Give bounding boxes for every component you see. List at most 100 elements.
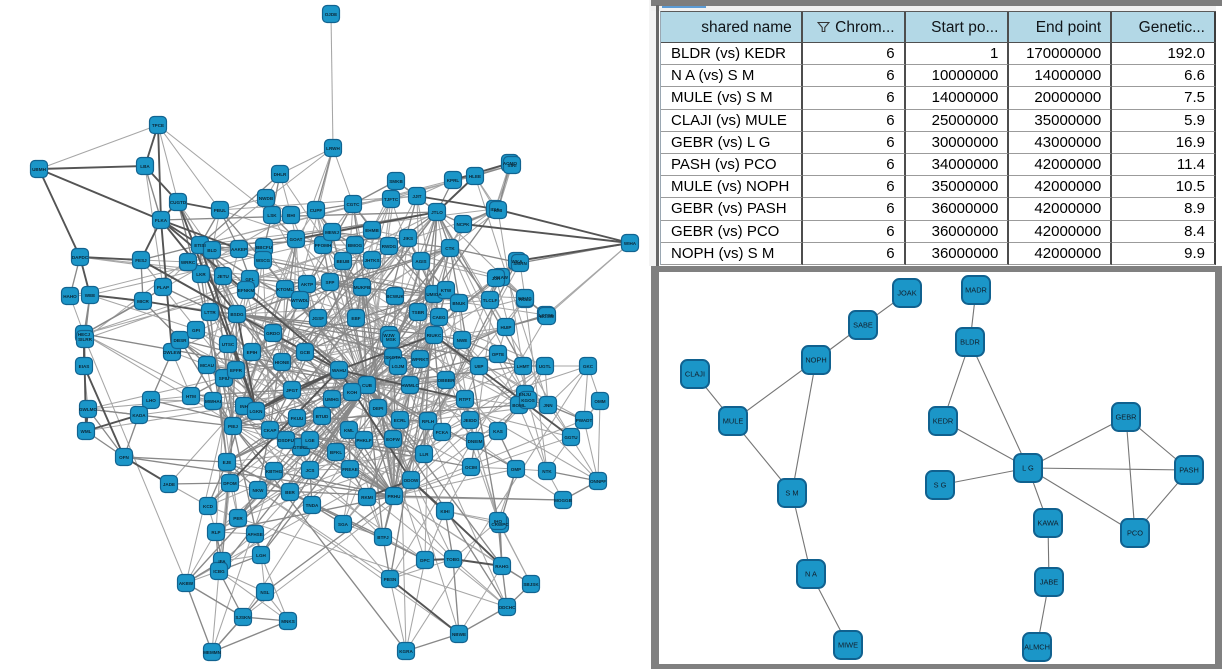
svg-text:BFKL: BFKL — [330, 450, 342, 455]
svg-text:BER: BER — [285, 490, 295, 495]
svg-text:FREAE: FREAE — [342, 467, 358, 472]
svg-text:SBJSK: SBJSK — [523, 582, 539, 587]
svg-text:LKR: LKR — [196, 272, 206, 277]
svg-text:PCO: PCO — [1127, 529, 1143, 538]
svg-text:OMM: OMM — [594, 399, 605, 404]
svg-text:KOH: KOH — [347, 390, 358, 395]
svg-text:MEMMN: MEMMN — [203, 650, 222, 655]
svg-text:HUIP: HUIP — [501, 325, 512, 330]
svg-text:CUGTD: CUGTD — [170, 200, 187, 205]
svg-text:UBMH: UBMH — [32, 167, 46, 172]
svg-text:PWADT: PWADT — [576, 418, 593, 423]
svg-text:KCD: KCD — [203, 504, 214, 509]
svg-text:LHO: LHO — [146, 398, 156, 403]
svg-text:SJSKN: SJSKN — [235, 615, 251, 620]
svg-text:EFNKM: EFNKM — [238, 288, 255, 293]
svg-text:RIUKC: RIUKC — [427, 333, 442, 338]
svg-text:LGE: LGE — [305, 438, 314, 443]
svg-text:OPTE: OPTE — [492, 352, 505, 357]
svg-text:PBSN: PBSN — [384, 577, 397, 582]
svg-text:WJW: WJW — [383, 333, 395, 338]
svg-text:INH: INH — [240, 404, 249, 409]
svg-text:EHMB: EHMB — [365, 228, 379, 233]
svg-text:WSCG: WSCG — [256, 258, 271, 263]
svg-text:DPC: DPC — [420, 558, 430, 563]
svg-text:JGSF: JGSF — [312, 316, 324, 321]
svg-text:SILRR: SILRR — [78, 337, 92, 342]
svg-text:LHMT: LHMT — [517, 364, 530, 369]
svg-text:DHLR: DHLR — [274, 172, 287, 177]
svg-text:RLP: RLP — [211, 530, 220, 535]
svg-text:RAHG: RAHG — [495, 564, 509, 569]
svg-text:BSDG: BSDG — [230, 312, 244, 317]
svg-text:KPRL: KPRL — [447, 178, 460, 183]
svg-text:OJDE: OJDE — [325, 12, 338, 17]
svg-text:OCIM: OCIM — [465, 465, 477, 470]
svg-text:WRRC: WRRC — [181, 260, 196, 265]
svg-text:EOFW: EOFW — [386, 437, 400, 442]
svg-text:PBUL: PBUL — [214, 208, 227, 213]
svg-text:TPCE: TPCE — [152, 123, 164, 128]
svg-text:BGSW: BGSW — [540, 314, 555, 319]
svg-text:JEIDD: JEIDD — [463, 418, 477, 423]
svg-text:UMIOA: UMIOA — [426, 292, 442, 297]
svg-text:SMKB: SMKB — [389, 179, 403, 184]
svg-text:SFP: SFP — [326, 280, 335, 285]
svg-text:MCAU: MCAU — [200, 363, 214, 368]
svg-text:JPGT: JPGT — [286, 388, 298, 393]
svg-text:BMOG: BMOG — [348, 243, 363, 248]
svg-text:BCWUK: BCWUK — [386, 294, 404, 299]
svg-text:RTPT: RTPT — [459, 397, 471, 402]
svg-text:EBF: EBF — [351, 316, 360, 321]
svg-text:KGRA: KGRA — [399, 649, 413, 654]
svg-text:MICR: MICR — [137, 299, 149, 304]
svg-text:GTBGL: GTBGL — [293, 445, 309, 450]
svg-text:MWHAI: MWHAI — [205, 399, 221, 404]
svg-text:DWLEW: DWLEW — [163, 350, 182, 355]
svg-text:RFLH: RFLH — [422, 419, 435, 424]
svg-text:MSK: MSK — [386, 337, 397, 342]
svg-text:BHI: BHI — [287, 213, 295, 218]
svg-text:ODCHC: ODCHC — [499, 605, 517, 610]
svg-text:DBSR: DBSR — [173, 338, 187, 343]
svg-text:LSTSE: LSTSE — [539, 313, 554, 318]
svg-text:WTWDL: WTWDL — [291, 298, 309, 303]
svg-text:OMP: OMP — [511, 467, 521, 472]
svg-text:KKAW: KKAW — [494, 275, 509, 280]
svg-text:UGTL: UGTL — [539, 364, 552, 369]
svg-text:N A: N A — [805, 570, 817, 579]
svg-text:NTK: NTK — [542, 469, 552, 474]
svg-text:HTM: HTM — [186, 394, 196, 399]
svg-text:MNKS: MNKS — [281, 619, 295, 624]
svg-text:CAEG: CAEG — [432, 315, 446, 320]
svg-text:GCB: GCB — [300, 350, 311, 355]
svg-text:NWDB: NWDB — [259, 196, 274, 201]
svg-text:AOMO: AOMO — [503, 161, 518, 166]
svg-text:ALMCH: ALMCH — [1024, 643, 1050, 652]
svg-text:TSBR: TSBR — [412, 310, 425, 315]
svg-text:EIAS: EIAS — [79, 364, 90, 369]
svg-text:IISA: IISA — [491, 207, 501, 212]
svg-text:L G: L G — [1022, 464, 1034, 473]
svg-text:PASH: PASH — [1179, 466, 1199, 475]
svg-text:LSK: LSK — [267, 213, 277, 218]
svg-text:JCS: JCS — [306, 468, 315, 473]
svg-text:JJIT: JJIT — [412, 194, 421, 199]
svg-text:OBBBR: OBBBR — [438, 378, 456, 383]
svg-text:LGKN: LGKN — [249, 409, 263, 414]
svg-text:S G: S G — [934, 481, 947, 490]
svg-text:NBWE: NBWE — [452, 632, 466, 637]
svg-text:MIWE: MIWE — [838, 641, 858, 650]
svg-text:JJH: JJH — [492, 276, 501, 281]
svg-text:CKAP: CKAP — [263, 428, 276, 433]
svg-text:SKOTA: SKOTA — [385, 355, 401, 360]
svg-text:DAPDC: DAPDC — [72, 255, 89, 260]
svg-text:BLDR: BLDR — [960, 338, 980, 347]
svg-text:GOAT: GOAT — [290, 237, 303, 242]
svg-text:ODOW: ODOW — [404, 478, 419, 483]
svg-text:LGH: LGH — [256, 553, 266, 558]
svg-text:ETISI: ETISI — [194, 243, 206, 248]
svg-text:KADA: KADA — [132, 413, 146, 418]
svg-text:KTW: KTW — [441, 288, 452, 293]
svg-text:KAWA: KAWA — [1037, 519, 1058, 528]
